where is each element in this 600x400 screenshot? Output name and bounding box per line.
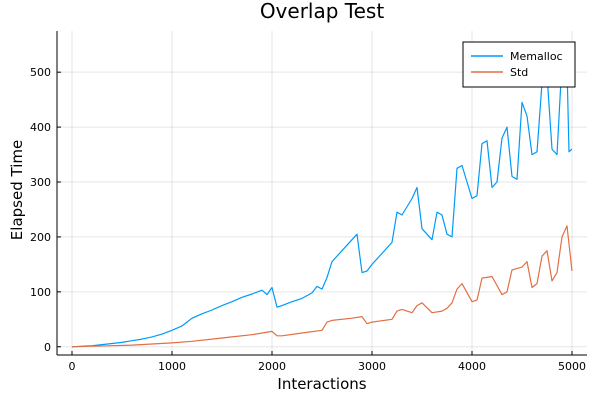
y-tick-label: 300 [30, 176, 51, 189]
grid [57, 31, 587, 355]
y-axis-title: Elapsed Time [8, 140, 26, 240]
legend-label: Std [510, 66, 528, 79]
x-tick-label: 1000 [158, 360, 186, 373]
y-tick-label: 0 [44, 341, 51, 354]
x-tick-label: 5000 [558, 360, 586, 373]
x-tick-label: 2000 [258, 360, 286, 373]
axes: 0 1000 2000 3000 4000 5000 0 100 200 300 400 500 [30, 31, 587, 373]
y-tick-label: 100 [30, 286, 51, 299]
legend-box [462, 41, 576, 88]
x-tick-label: 0 [69, 360, 76, 373]
y-tick-label: 400 [30, 121, 51, 134]
legend: Memalloc Std [462, 41, 576, 88]
chart-title: Overlap Test [260, 0, 385, 23]
y-tick-label: 500 [30, 66, 51, 79]
x-tick-label: 4000 [458, 360, 486, 373]
series-line-memalloc [71, 60, 573, 348]
x-tick-label: 3000 [358, 360, 386, 373]
x-axis-title: Interactions [277, 375, 366, 393]
series-line-std [71, 225, 573, 348]
y-tick-label: 200 [30, 231, 51, 244]
series-layer [71, 60, 573, 348]
legend-label: Memalloc [510, 50, 563, 63]
